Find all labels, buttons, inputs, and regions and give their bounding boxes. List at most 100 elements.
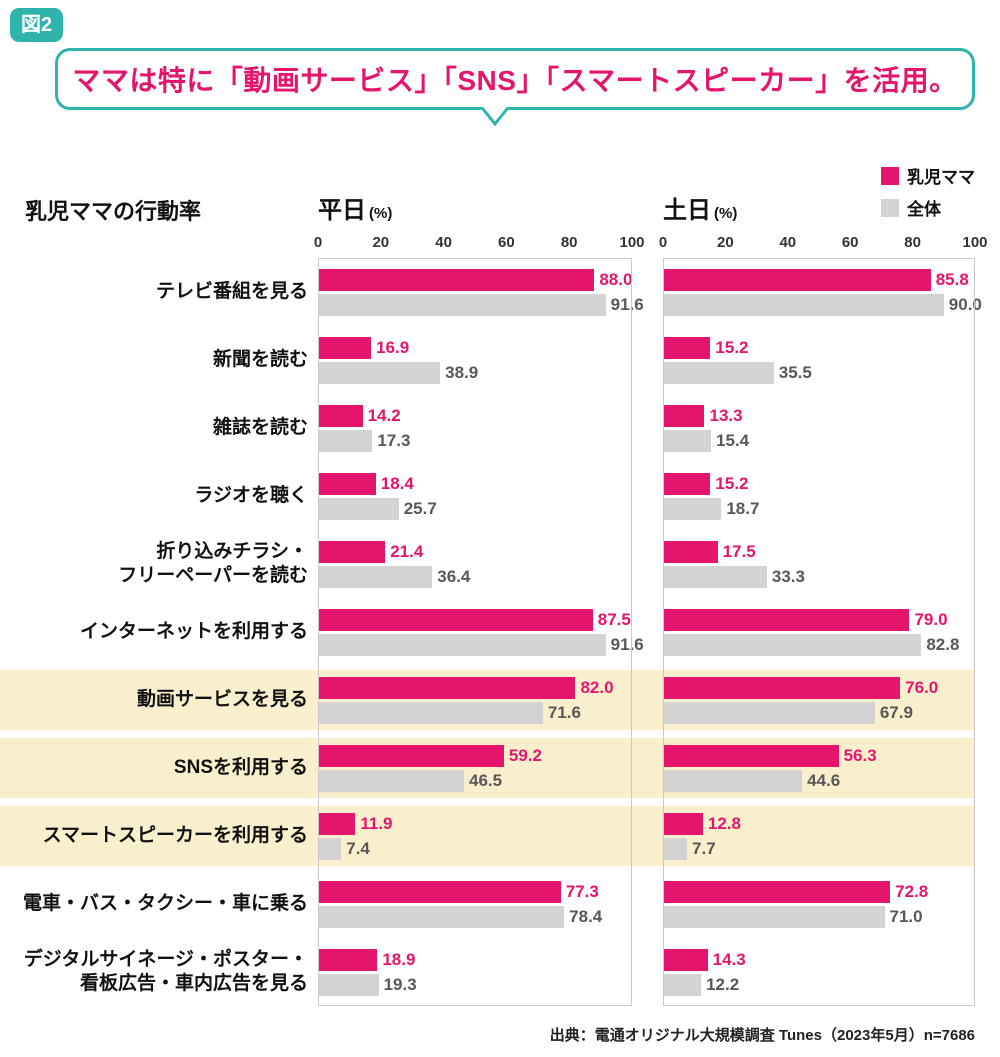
bar-infant-mama (663, 608, 910, 631)
bar-infant-mama (318, 676, 576, 699)
bar-value-label: 14.2 (367, 405, 401, 425)
bar-track: 38.9 (318, 361, 632, 384)
bar-value-label: 11.9 (360, 813, 393, 833)
bar-track: 82.0 (318, 676, 632, 699)
bar-infant-mama (318, 744, 504, 767)
category-label: ラジオを聴く (194, 485, 308, 507)
bar-value-label: 15.2 (715, 473, 749, 493)
weekday-bars: 59.2 46.5 (318, 734, 632, 802)
bar-value-label: 12.8 (707, 813, 742, 833)
bar-track: 18.4 (318, 472, 632, 495)
bar-track: 15.2 (663, 336, 975, 359)
weekday-bars: 21.4 36.4 (318, 530, 632, 598)
panel-unit-weekday: (%) (369, 205, 393, 222)
bar-infant-mama (318, 948, 378, 971)
bar-overall (318, 633, 606, 656)
bar-value-label: 85.8 (935, 269, 969, 289)
bar-value-label: 82.8 (926, 634, 960, 654)
axis-tick: 60 (841, 234, 859, 251)
bar-value-label: 44.6 (807, 770, 841, 790)
weekend-bars: 15.2 35.5 (663, 326, 975, 394)
bar-track: 33.3 (663, 565, 975, 588)
chart-row: テレビ番組を見る 88.0 91.6 85.8 90.0 (0, 258, 1000, 326)
weekday-bars: 82.0 71.6 (318, 666, 632, 734)
bar-value-label: 82.0 (580, 677, 614, 697)
bar-track: 35.5 (663, 361, 975, 384)
bar-track: 67.9 (663, 701, 975, 724)
bar-value-label: 88.0 (599, 269, 633, 289)
bar-track: 82.8 (663, 633, 975, 656)
bar-track: 59.2 (318, 744, 632, 767)
bar-value-label: 14.3 (712, 949, 746, 969)
bar-track: 71.6 (318, 701, 632, 724)
bar-value-label: 18.4 (380, 473, 414, 493)
bar-track: 72.8 (663, 880, 975, 903)
weekend-bars: 56.3 44.6 (663, 734, 975, 802)
category-label: デジタルサイネージ・ポスター・ 看板広告・車内広告を見る (23, 949, 308, 994)
axis-tick: 100 (619, 234, 645, 251)
section-title: 乳児ママの行動率 (25, 199, 202, 224)
bar-value-label: 77.3 (565, 881, 599, 901)
category-label: 折り込みチラシ・ フリーペーパーを読む (118, 541, 308, 586)
bar-track: 87.5 (318, 608, 632, 631)
weekend-bars: 13.3 15.4 (663, 394, 975, 462)
chart-row: 折り込みチラシ・ フリーペーパーを読む 21.4 36.4 17.5 33.3 (0, 530, 1000, 598)
axis-tick: 0 (658, 234, 668, 251)
bar-overall (663, 633, 922, 656)
bar-infant-mama (663, 268, 931, 291)
panel-label-weekend: 土日 (663, 197, 711, 224)
chart-row: 新聞を読む 16.9 38.9 15.2 35.5 (0, 326, 1000, 394)
bar-infant-mama (663, 540, 718, 563)
bar-overall (318, 565, 433, 588)
bar-infant-mama (663, 880, 891, 903)
bar-value-label: 15.4 (716, 430, 750, 450)
bar-value-label: 67.9 (879, 702, 913, 722)
bar-track: 18.7 (663, 497, 975, 520)
bar-chart: 0 20 40 60 80 100 0 20 40 60 80 100 テレビ番組を見る 88.0 91… (0, 232, 1000, 1006)
legend-label-overall: 全体 (907, 200, 941, 219)
weekday-bars: 14.2 17.3 (318, 394, 632, 462)
bar-value-label: 17.3 (377, 430, 411, 450)
bar-track: 15.2 (663, 472, 975, 495)
chart-row: ラジオを聴く 18.4 25.7 15.2 18.7 (0, 462, 1000, 530)
bar-overall (318, 497, 399, 520)
bar-overall (663, 837, 688, 860)
weekend-bars: 76.0 67.9 (663, 666, 975, 734)
bar-value-label: 36.4 (437, 566, 471, 586)
bar-track: 78.4 (318, 905, 632, 928)
bar-track: 14.3 (663, 948, 975, 971)
weekday-bars: 87.5 91.6 (318, 598, 644, 666)
bar-track: 85.8 (663, 268, 975, 291)
category-label: テレビ番組を見る (155, 281, 308, 303)
bar-overall (318, 293, 606, 316)
bar-infant-mama (663, 676, 901, 699)
bar-infant-mama (663, 404, 705, 427)
bar-track: 16.9 (318, 336, 632, 359)
bar-value-label: 7.7 (692, 838, 716, 858)
bar-value-label: 91.6 (610, 634, 644, 654)
source-note: 出典：電通オリジナル大規模調査 Tunes（2023年5月）n=7686 (549, 1027, 975, 1044)
chart-row: 電車・バス・タクシー・車に乗る 77.3 78.4 72.8 71.0 (0, 870, 1000, 938)
chart-title: ママは特に「動画サービス」「SNS」「スマートスピーカー」を活用。 (72, 65, 958, 96)
bar-overall (318, 429, 373, 452)
bar-track: 46.5 (318, 769, 632, 792)
bar-overall (318, 361, 441, 384)
panel-header-weekday: 平日 (%) (318, 190, 392, 225)
bar-track: 88.0 (318, 268, 633, 291)
bar-overall (318, 701, 543, 724)
legend-swatch-overall (881, 198, 899, 217)
bar-track: 44.6 (663, 769, 975, 792)
chart-rows: テレビ番組を見る 88.0 91.6 85.8 90.0 新聞を読む 16.9 38.9 15.… (0, 258, 1000, 1006)
bar-overall (663, 565, 767, 588)
weekend-bars: 12.8 7.7 (663, 802, 975, 870)
bar-value-label: 15.2 (715, 337, 749, 357)
bar-infant-mama (663, 472, 711, 495)
bar-track: 77.3 (318, 880, 632, 903)
legend-label-mama: 乳児ママ (907, 168, 975, 187)
bar-value-label: 71.6 (547, 702, 581, 722)
bar-infant-mama (318, 472, 376, 495)
bar-value-label: 21.4 (390, 541, 424, 561)
bar-track: 19.3 (318, 973, 632, 996)
bar-track: 7.7 (663, 837, 975, 860)
category-label: 動画サービスを見る (136, 689, 308, 711)
